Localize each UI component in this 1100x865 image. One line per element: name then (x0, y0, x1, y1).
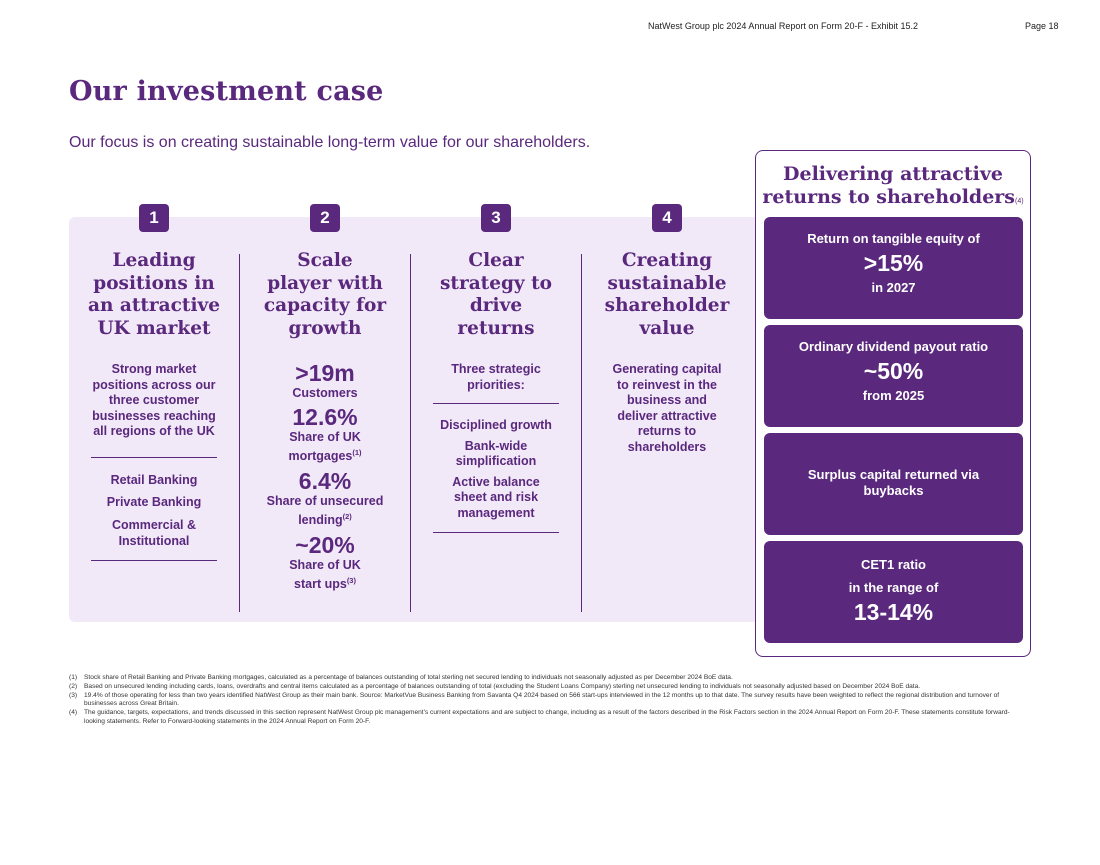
pillar-number-badge: 3 (481, 204, 511, 232)
pillar-title: Creating sustainable shareholder value (604, 250, 730, 339)
pillar-description: Strong market positions across our three… (92, 362, 216, 438)
pillar-column-3: 3 Clear strategy to drive returns Three … (411, 204, 581, 533)
pillar-number-badge: 2 (310, 204, 340, 232)
pillar-description: Three strategic priorities: (451, 362, 541, 392)
divider-line (91, 456, 217, 458)
page-number: Page 18 (1025, 21, 1059, 31)
pillar-title: Scale player with capacity for growth (263, 250, 387, 339)
return-card-cet1: CET1 ratio in the range of 13-14% (764, 541, 1023, 643)
column-divider (239, 254, 240, 612)
divider-line (433, 532, 559, 533)
stat-start-ups: ~20% Share of UK start ups(3) (289, 532, 361, 592)
column-divider (581, 254, 582, 612)
return-card-buybacks: Surplus capital returned via buybacks (764, 433, 1023, 535)
footnote: (2) Based on unsecured lending including … (69, 682, 921, 690)
pillar-number-badge: 1 (139, 204, 169, 232)
pillar-description: Generating capital to reinvest in the bu… (612, 362, 722, 454)
document-header-title: NatWest Group plc 2024 Annual Report on … (648, 21, 918, 31)
returns-box: Delivering attractive returns to shareho… (755, 150, 1031, 657)
pillar-title: Clear strategy to drive returns (439, 250, 553, 339)
pillar-number-badge: 4 (652, 204, 682, 232)
business-list: Retail Banking Private Banking Commercia… (106, 472, 202, 548)
footnote: (1) Stock share of Retail Banking and Pri… (69, 674, 733, 681)
column-divider (410, 254, 411, 612)
footnote: (3) 19.4% of those operating for less tha… (69, 691, 1000, 708)
return-card-dividend: Ordinary dividend payout ratio ~50% from… (764, 325, 1023, 427)
stat-mortgages: 12.6% Share of UK mortgages(1) (288, 404, 362, 464)
return-card-rote: Return on tangible equity of >15% in 202… (764, 217, 1023, 319)
page-title: Our investment case (69, 76, 384, 107)
stat-customers: >19m Customers (292, 360, 358, 400)
footnotes: (1) Stock share of Retail Banking and Pri… (69, 674, 1029, 727)
stat-list: >19m Customers 12.6% Share of UK mortgag… (240, 360, 410, 592)
divider-line (433, 403, 559, 404)
page-subtitle: Our focus is on creating sustainable lon… (69, 134, 591, 151)
strategic-priorities-list: Disciplined growth Bank-wide simplificat… (440, 418, 552, 520)
pillar-column-1: 1 Leading positions in an attractive UK … (69, 204, 239, 561)
investment-case-panel (69, 217, 769, 622)
divider-line (91, 559, 217, 561)
pillar-column-2: 2 Scale player with capacity for growth … (240, 204, 410, 592)
pillar-title: Leading positions in an attractive UK ma… (87, 250, 221, 339)
pillar-column-4: 4 Creating sustainable shareholder value… (582, 204, 752, 455)
footnote: (4) The guidance, targets, expectations, … (69, 709, 1010, 725)
returns-title: Delivering attractive returns to shareho… (762, 163, 1024, 208)
stat-unsecured-lending: 6.4% Share of unsecured lending(2) (266, 468, 384, 528)
